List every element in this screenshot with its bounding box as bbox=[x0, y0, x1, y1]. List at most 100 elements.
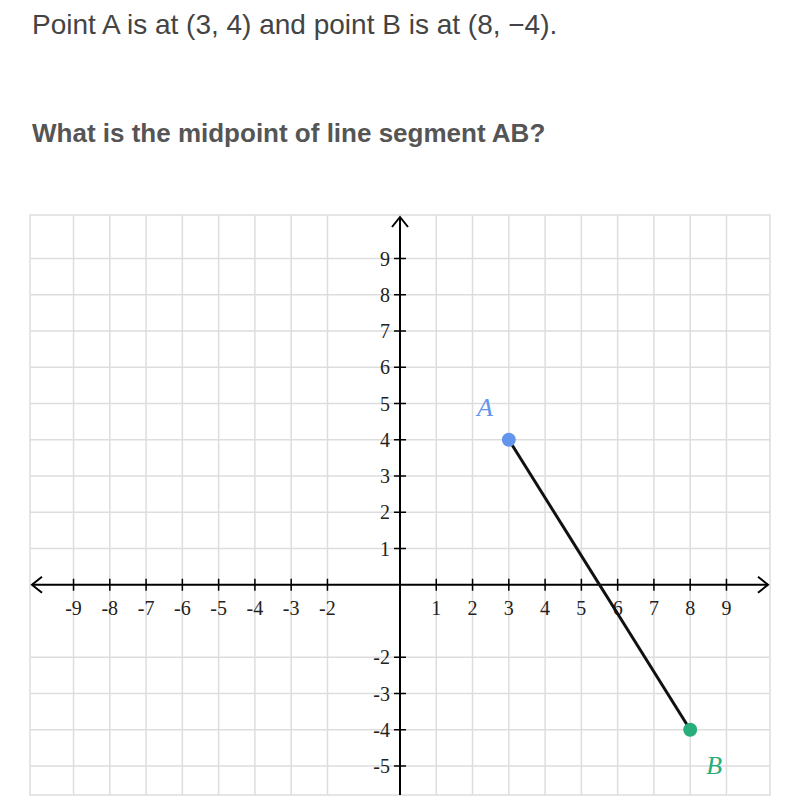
y-tick-label: 1 bbox=[380, 538, 390, 560]
x-tick bbox=[508, 579, 510, 591]
x-tick-label: -8 bbox=[101, 597, 118, 619]
page: {"chart_data": {"type": "line", "subtitl… bbox=[0, 0, 800, 800]
data-group bbox=[502, 433, 697, 737]
y-tick bbox=[394, 403, 406, 405]
y-tick-label: -2 bbox=[373, 646, 390, 668]
grid-line-x bbox=[689, 215, 691, 795]
grid-line-x bbox=[109, 215, 111, 795]
y-tick bbox=[394, 512, 406, 514]
y-tick-label: 8 bbox=[380, 284, 390, 306]
y-tick-label: 2 bbox=[380, 501, 390, 523]
grid-line-y bbox=[30, 403, 770, 405]
grid-line-x bbox=[617, 215, 619, 795]
grid-line-y bbox=[30, 657, 770, 659]
y-tick bbox=[394, 765, 406, 767]
grid-line-x bbox=[436, 215, 438, 795]
x-tick bbox=[472, 579, 474, 591]
grid-line-y bbox=[30, 512, 770, 514]
y-tick-label: 4 bbox=[380, 429, 390, 451]
y-tick-label: 9 bbox=[380, 248, 390, 270]
point-label: B bbox=[706, 751, 722, 780]
x-tick-label: 5 bbox=[576, 597, 586, 619]
x-tick bbox=[254, 579, 256, 591]
grid-line-x bbox=[145, 215, 147, 795]
grid-line-y bbox=[30, 475, 770, 477]
point bbox=[502, 433, 516, 447]
y-axis bbox=[399, 217, 401, 795]
grid-line-y bbox=[30, 439, 770, 441]
y-tick-label: 7 bbox=[380, 320, 390, 342]
y-tick bbox=[394, 367, 406, 369]
x-tick-label: -5 bbox=[210, 597, 227, 619]
grid-line-y bbox=[30, 294, 770, 296]
point bbox=[683, 723, 697, 737]
y-tick bbox=[394, 657, 406, 659]
x-tick bbox=[689, 579, 691, 591]
y-tick-label: 6 bbox=[380, 356, 390, 378]
y-tick bbox=[394, 475, 406, 477]
x-tick-label: -2 bbox=[319, 597, 336, 619]
grid-line-y bbox=[30, 548, 770, 550]
x-tick-label: 2 bbox=[468, 597, 478, 619]
x-tick-label: -4 bbox=[247, 597, 264, 619]
x-tick bbox=[327, 579, 329, 591]
title: What is the midpoint of line segment AB? bbox=[32, 118, 545, 148]
chart-root: Point A is at (3, 4) and point B is at (… bbox=[0, 0, 800, 800]
y-tick bbox=[394, 693, 406, 695]
grid bbox=[30, 215, 770, 795]
x-tick bbox=[726, 579, 728, 591]
x-tick-label: 7 bbox=[649, 597, 659, 619]
segment-line bbox=[509, 440, 690, 730]
grid-line-x bbox=[254, 215, 256, 795]
grid-line-x bbox=[472, 215, 474, 795]
grid-line-x bbox=[653, 215, 655, 795]
x-tick bbox=[182, 579, 184, 591]
grid-line-x bbox=[508, 215, 510, 795]
grid-line-x bbox=[182, 215, 184, 795]
x-tick bbox=[109, 579, 111, 591]
grid-line-y bbox=[30, 258, 770, 260]
y-tick bbox=[394, 258, 406, 260]
chart-svg: Point A is at (3, 4) and point B is at (… bbox=[0, 0, 800, 800]
point-label: A bbox=[475, 393, 493, 422]
x-tick-label: 8 bbox=[685, 597, 695, 619]
grid-line-x bbox=[327, 215, 329, 795]
x-tick-label: 3 bbox=[504, 597, 514, 619]
x-tick-label: -9 bbox=[65, 597, 82, 619]
x-tick-label: 1 bbox=[431, 597, 441, 619]
x-tick-label: 4 bbox=[540, 597, 550, 619]
y-tick bbox=[394, 548, 406, 550]
grid-line-x bbox=[726, 215, 728, 795]
x-tick-label: -7 bbox=[138, 597, 155, 619]
grid-line-x bbox=[290, 215, 292, 795]
x-tick bbox=[290, 579, 292, 591]
y-tick-label: -5 bbox=[373, 755, 390, 777]
x-tick bbox=[436, 579, 438, 591]
y-tick-label: 5 bbox=[380, 393, 390, 415]
grid-line-y bbox=[30, 765, 770, 767]
x-tick bbox=[617, 579, 619, 591]
x-tick bbox=[218, 579, 220, 591]
axis-arrow bbox=[758, 577, 768, 593]
x-tick-label: -6 bbox=[174, 597, 191, 619]
x-tick bbox=[544, 579, 546, 591]
y-tick-label: 3 bbox=[380, 465, 390, 487]
grid-line-y bbox=[30, 367, 770, 369]
y-tick bbox=[394, 294, 406, 296]
axis-arrow bbox=[32, 577, 42, 593]
x-tick-label: -3 bbox=[283, 597, 300, 619]
subtitle: Point A is at (3, 4) and point B is at (… bbox=[32, 9, 557, 40]
grid-line-y bbox=[30, 330, 770, 332]
x-tick bbox=[581, 579, 583, 591]
y-tick-label: -3 bbox=[373, 683, 390, 705]
x-tick bbox=[653, 579, 655, 591]
grid-line-y bbox=[30, 729, 770, 731]
grid-line-x bbox=[73, 215, 75, 795]
x-tick-label: 9 bbox=[721, 597, 731, 619]
y-tick bbox=[394, 330, 406, 332]
axis-arrow bbox=[392, 217, 408, 227]
grid-line-y bbox=[30, 693, 770, 695]
y-tick bbox=[394, 439, 406, 441]
x-tick bbox=[73, 579, 75, 591]
grid-line-x bbox=[218, 215, 220, 795]
